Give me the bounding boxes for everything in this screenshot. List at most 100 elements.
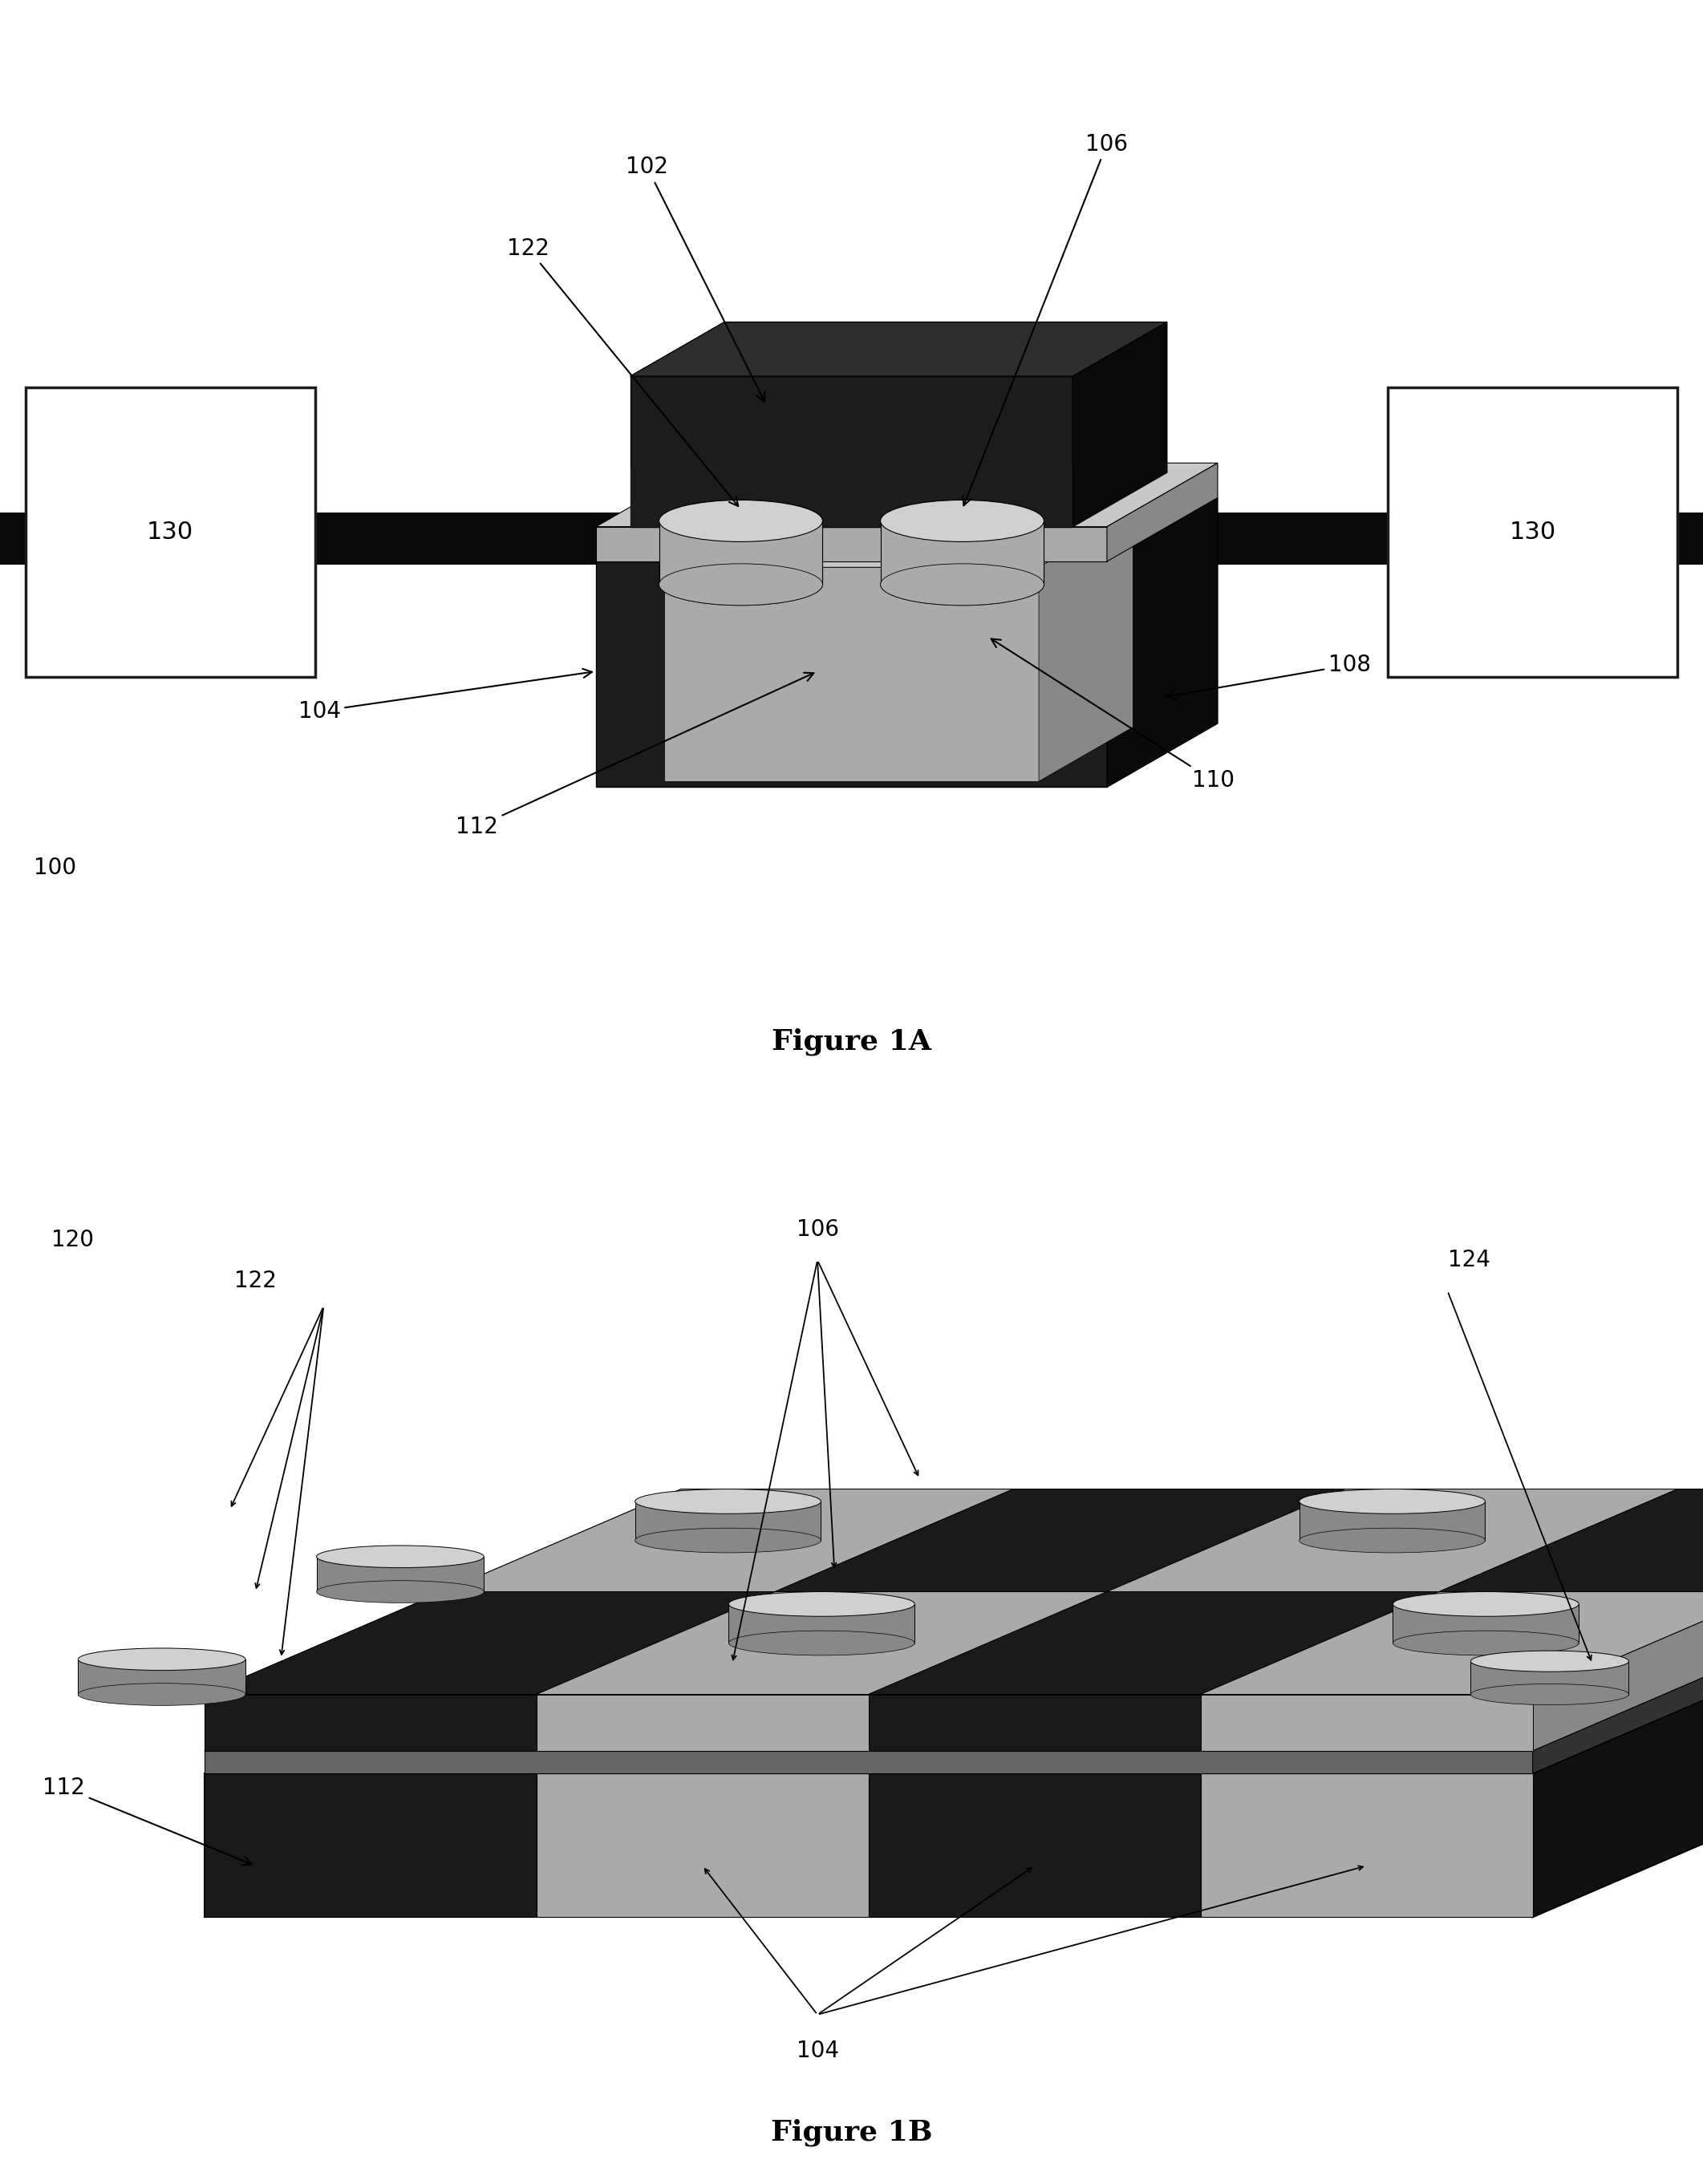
Text: 124: 124 — [1448, 1249, 1490, 1271]
Polygon shape — [869, 1592, 1439, 1695]
Polygon shape — [1201, 1671, 1703, 1773]
Polygon shape — [1533, 1568, 1703, 1918]
Polygon shape — [204, 1489, 1703, 1695]
Bar — [204, 1695, 536, 1752]
Polygon shape — [1533, 1546, 1703, 1773]
Ellipse shape — [78, 1649, 245, 1671]
Bar — [869, 1695, 1201, 1752]
Polygon shape — [1107, 498, 1218, 786]
Bar — [659, 522, 823, 585]
Bar — [869, 1773, 1201, 1918]
Text: 122: 122 — [235, 1269, 276, 1293]
Text: 104: 104 — [298, 668, 593, 723]
Polygon shape — [204, 1568, 1703, 1773]
Text: 100: 100 — [34, 856, 77, 880]
Polygon shape — [443, 1489, 1013, 1592]
Bar — [204, 1752, 1533, 1773]
Text: 102: 102 — [627, 155, 765, 402]
Polygon shape — [869, 1671, 1439, 1773]
Ellipse shape — [880, 563, 1044, 605]
Text: 106: 106 — [962, 133, 1127, 505]
Ellipse shape — [659, 563, 823, 605]
Bar — [204, 1695, 536, 1752]
Text: 106: 106 — [797, 1219, 838, 1241]
Bar — [869, 1695, 1201, 1752]
Polygon shape — [443, 1568, 1013, 1671]
Polygon shape — [630, 470, 1073, 526]
Text: 112: 112 — [456, 673, 814, 839]
Text: Figure 1B: Figure 1B — [771, 2118, 932, 2147]
Polygon shape — [536, 1592, 1107, 1695]
Bar — [659, 522, 823, 585]
Bar — [204, 1773, 536, 1918]
Ellipse shape — [317, 1581, 484, 1603]
Bar — [536, 1695, 869, 1752]
Text: 130: 130 — [146, 520, 194, 544]
Polygon shape — [596, 463, 1218, 526]
Polygon shape — [775, 1568, 1345, 1671]
Ellipse shape — [1393, 1631, 1579, 1655]
Ellipse shape — [1299, 1489, 1485, 1514]
Ellipse shape — [880, 563, 1044, 605]
Bar — [78, 1660, 245, 1695]
Ellipse shape — [1471, 1684, 1628, 1706]
Bar — [204, 1695, 1533, 1752]
Ellipse shape — [659, 500, 823, 542]
Ellipse shape — [317, 1546, 484, 1568]
Bar — [729, 1603, 915, 1642]
Bar — [0, 513, 1703, 563]
Polygon shape — [664, 513, 1132, 568]
Ellipse shape — [1299, 1529, 1485, 1553]
Ellipse shape — [880, 500, 1044, 542]
Text: 104: 104 — [797, 2040, 838, 2062]
Polygon shape — [1107, 463, 1218, 561]
Polygon shape — [536, 1671, 1107, 1773]
Bar — [880, 522, 1044, 585]
Bar — [1393, 1603, 1579, 1642]
Bar — [635, 1500, 821, 1540]
Ellipse shape — [729, 1592, 915, 1616]
Polygon shape — [630, 376, 1073, 526]
Polygon shape — [1039, 513, 1132, 782]
Bar — [1471, 1662, 1628, 1695]
Text: Figure 1A: Figure 1A — [771, 1029, 932, 1055]
Bar — [1201, 1773, 1533, 1918]
Ellipse shape — [659, 500, 823, 542]
Polygon shape — [1533, 1489, 1703, 1752]
Polygon shape — [596, 498, 1218, 561]
Bar — [1299, 1500, 1485, 1540]
Bar — [26, 389, 315, 677]
Polygon shape — [596, 561, 1107, 786]
Text: 122: 122 — [507, 238, 737, 507]
Polygon shape — [204, 1671, 775, 1773]
Ellipse shape — [635, 1529, 821, 1553]
Text: 108: 108 — [1167, 653, 1371, 699]
Polygon shape — [1107, 1568, 1677, 1671]
Polygon shape — [1439, 1568, 1703, 1671]
Ellipse shape — [729, 1631, 915, 1655]
Text: 112: 112 — [43, 1776, 252, 1865]
Bar — [1388, 389, 1677, 677]
Polygon shape — [1073, 321, 1167, 526]
Polygon shape — [630, 321, 1167, 376]
Polygon shape — [596, 526, 1107, 561]
Polygon shape — [775, 1489, 1345, 1592]
Polygon shape — [1107, 1489, 1677, 1592]
Polygon shape — [204, 1592, 775, 1695]
Polygon shape — [204, 1546, 1703, 1752]
Ellipse shape — [635, 1489, 821, 1514]
Polygon shape — [1201, 1592, 1703, 1695]
Bar — [317, 1557, 484, 1592]
Text: 130: 130 — [1509, 520, 1557, 544]
Polygon shape — [204, 1773, 1533, 1918]
Text: 120: 120 — [51, 1227, 94, 1251]
Ellipse shape — [880, 500, 1044, 542]
Polygon shape — [664, 568, 1039, 782]
Text: 110: 110 — [991, 640, 1235, 793]
Bar — [880, 522, 1044, 585]
Bar — [536, 1773, 869, 1918]
Ellipse shape — [659, 563, 823, 605]
Bar — [1201, 1695, 1533, 1752]
Ellipse shape — [1393, 1592, 1579, 1616]
Ellipse shape — [78, 1684, 245, 1706]
